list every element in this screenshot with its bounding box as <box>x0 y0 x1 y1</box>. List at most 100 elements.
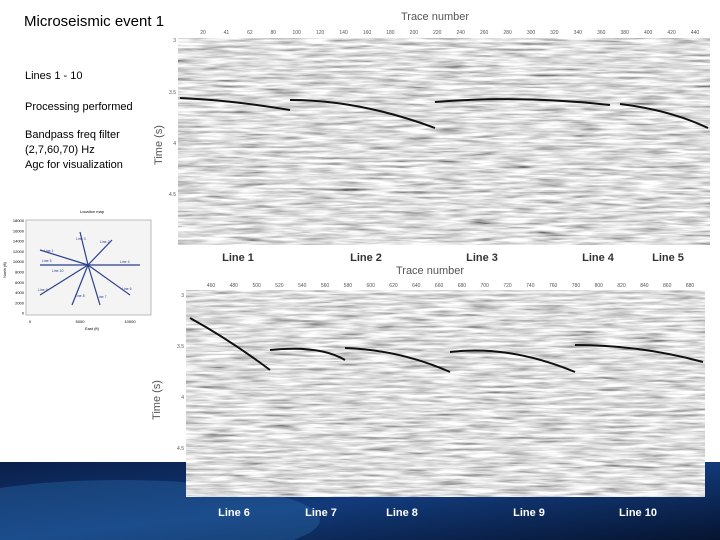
x-tick-label: 41 <box>224 30 230 36</box>
x-tick-label: 500 <box>252 283 261 289</box>
x-tick-label: 740 <box>526 283 535 289</box>
x-tick-label: 20 <box>200 30 206 36</box>
axis-title: Time (s) <box>153 125 165 165</box>
x-tick-label: 580 <box>344 283 353 289</box>
axis-title: Time (s) <box>151 380 163 420</box>
x-tick-label: 660 <box>435 283 444 289</box>
map-x-tick: 0 <box>29 319 32 324</box>
map-y-tick: 2000 <box>15 300 25 305</box>
note: Lines 1 - 10 <box>25 70 82 82</box>
x-tick-label: 540 <box>298 283 307 289</box>
line-label: Line 9 <box>513 507 545 519</box>
x-tick-label: 700 <box>481 283 490 289</box>
note: (2,7,60,70) Hz <box>25 144 95 156</box>
x-tick-label: 400 <box>644 30 653 36</box>
map-line-label: Line 7 <box>97 295 107 299</box>
map-line-label: Line 3 <box>76 237 86 241</box>
x-tick-label: 620 <box>389 283 398 289</box>
note: Agc for visualization <box>25 159 123 171</box>
y-tick-label: 3.5 <box>177 344 184 350</box>
x-tick-label: 140 <box>339 30 348 36</box>
y-tick-label: 4.5 <box>169 192 176 198</box>
map-lines <box>39 231 140 306</box>
map-xlabel: East (ft) <box>85 326 100 331</box>
x-tick-label: 520 <box>275 283 284 289</box>
line-label: Line 4 <box>582 252 615 264</box>
line-label: Line 2 <box>350 252 382 264</box>
map-y-tick: 12000 <box>13 249 25 254</box>
x-tick-label: 380 <box>621 30 630 36</box>
line-label: Line 1 <box>222 252 254 264</box>
seismic-image <box>178 38 710 245</box>
seismic-event <box>189 317 704 373</box>
map-line-label: Line 2 <box>100 240 110 244</box>
map-line-label: Line 4 <box>120 260 130 264</box>
line-label: Line 3 <box>466 252 498 264</box>
map-line-label: Line 9 <box>38 288 48 292</box>
map-y-tick: 4000 <box>15 290 25 295</box>
x-tick-label: 600 <box>366 283 375 289</box>
x-tick-label: 560 <box>321 283 330 289</box>
x-tick-label: 680 <box>458 283 467 289</box>
line-label: Line 7 <box>305 507 337 519</box>
x-tick-label: 180 <box>386 30 395 36</box>
y-tick-label: 4 <box>173 141 176 147</box>
x-tick-label: 480 <box>230 283 239 289</box>
map-y-tick: 18000 <box>13 218 25 223</box>
map-y-tick: 16000 <box>13 228 25 233</box>
slide-title: Microseismic event 1 <box>24 13 164 30</box>
seismic-image <box>186 290 705 497</box>
y-tick-label: 4 <box>181 395 184 401</box>
x-tick-label: 440 <box>691 30 700 36</box>
x-tick-label: 340 <box>574 30 583 36</box>
map-y-tick: 14000 <box>13 239 25 244</box>
x-tick-label: 880 <box>686 283 695 289</box>
x-tick-label: 120 <box>316 30 325 36</box>
map-line-label: Line 1 <box>44 249 54 253</box>
line-label: Line 5 <box>652 252 684 264</box>
x-tick-label: 300 <box>527 30 536 36</box>
x-tick-label: 100 <box>293 30 302 36</box>
map-x-tick: 10000 <box>124 319 136 324</box>
x-tick-label: 240 <box>457 30 466 36</box>
x-tick-label: 800 <box>595 283 604 289</box>
x-tick-label: 160 <box>363 30 372 36</box>
axis-title: Trace number <box>396 265 464 277</box>
x-tick-label: 760 <box>549 283 558 289</box>
map-line-label: Line 6 <box>122 287 132 291</box>
map-y-tick: 10000 <box>13 259 25 264</box>
x-tick-label: 80 <box>271 30 277 36</box>
line-label: Line 8 <box>386 507 418 519</box>
x-tick-label: 840 <box>640 283 649 289</box>
note: Bandpass freq filter <box>25 129 120 141</box>
x-tick-label: 860 <box>663 283 672 289</box>
x-tick-label: 220 <box>433 30 442 36</box>
notes: Lines 1 - 10 Processing performed Bandpa… <box>25 70 133 171</box>
seismic-event <box>179 97 709 129</box>
axis-title: Trace number <box>401 11 469 23</box>
map-line-label: Line 8 <box>75 294 85 298</box>
x-tick-label: 640 <box>412 283 421 289</box>
x-tick-label: 460 <box>207 283 216 289</box>
map-x-tick: 5000 <box>76 319 86 324</box>
x-tick-label: 780 <box>572 283 581 289</box>
map-y-tick: 0 <box>22 311 25 316</box>
x-tick-label: 62 <box>247 30 253 36</box>
y-tick-label: 3 <box>173 38 176 44</box>
y-tick-label: 3 <box>181 293 184 299</box>
x-tick-label: 260 <box>480 30 489 36</box>
map-line-label: Line 5 <box>42 259 52 263</box>
map-title: Location map <box>80 209 105 214</box>
y-tick-label: 3.5 <box>169 90 176 96</box>
x-tick-label: 820 <box>617 283 626 289</box>
map-ylabel: North (ft) <box>2 261 7 277</box>
x-tick-label: 720 <box>503 283 512 289</box>
x-tick-label: 360 <box>597 30 606 36</box>
line-label: Line 10 <box>619 507 657 519</box>
x-tick-label: 320 <box>550 30 559 36</box>
y-tick-label: 4.5 <box>177 446 184 452</box>
x-tick-label: 420 <box>667 30 676 36</box>
x-tick-label: 280 <box>503 30 512 36</box>
